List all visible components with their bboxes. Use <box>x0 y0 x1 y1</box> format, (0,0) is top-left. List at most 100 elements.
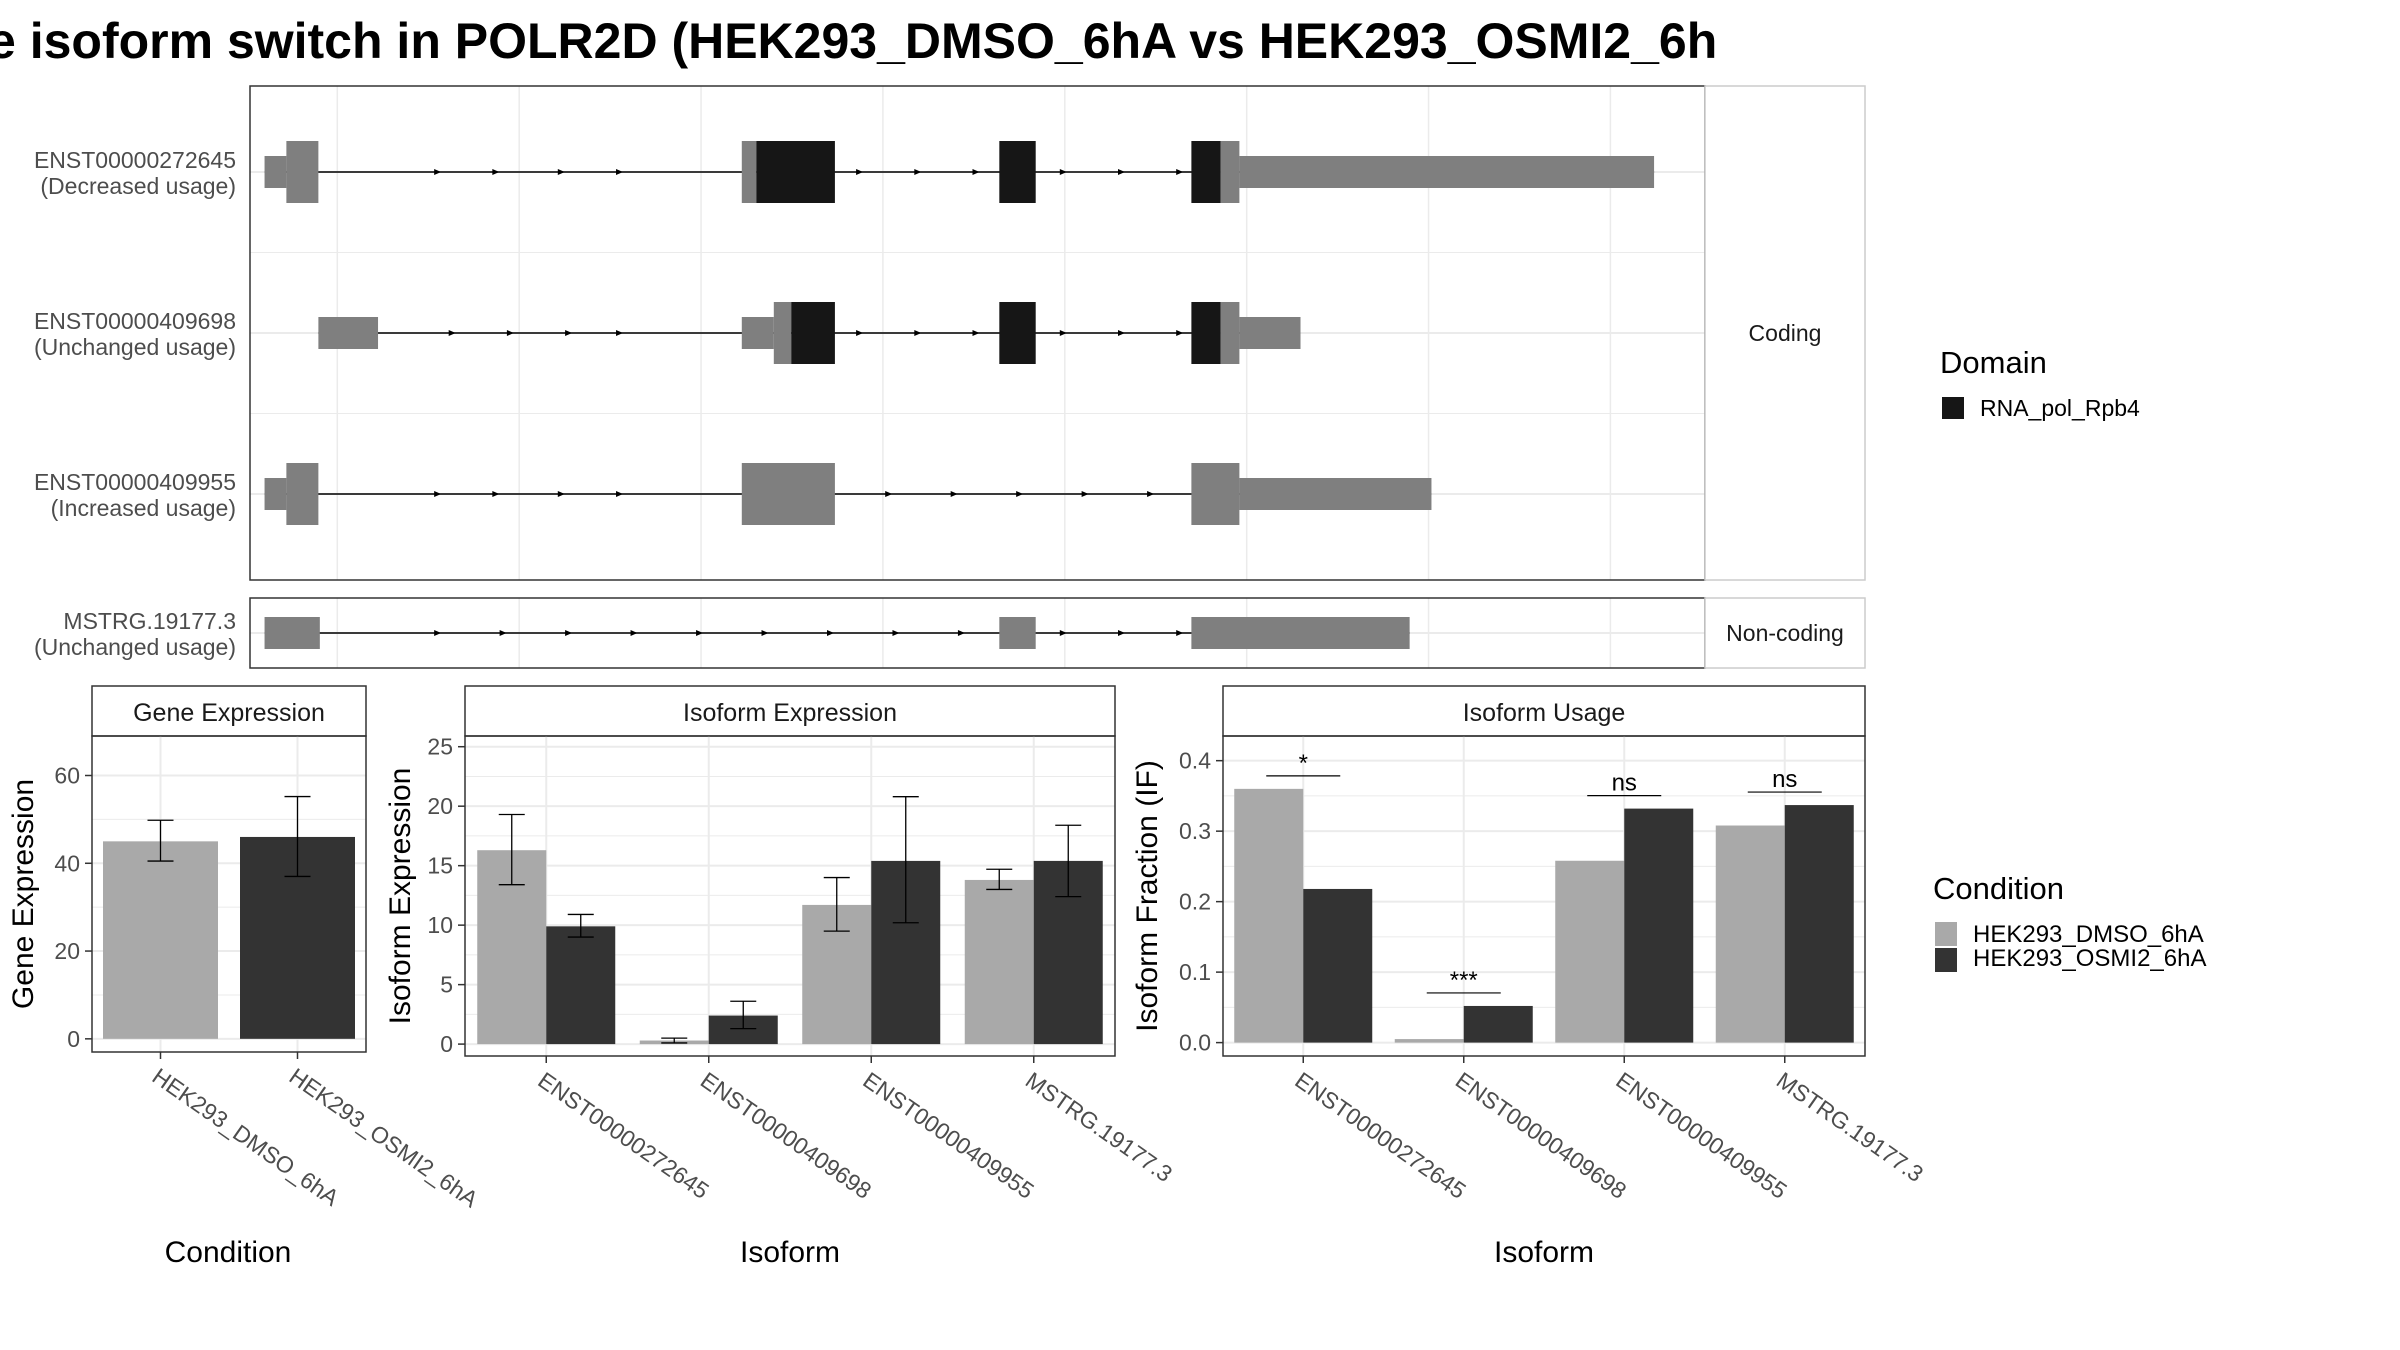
y-tick-label: 0.4 <box>1179 748 1211 774</box>
bar-chart-panel-border <box>1222 735 1866 1057</box>
figure-title: e isoform switch in POLR2D (HEK293_DMSO_… <box>0 13 1717 69</box>
intron-arrow <box>1118 169 1125 175</box>
bar <box>1624 808 1694 1043</box>
exon-segment <box>286 141 319 203</box>
y-tick-label: 0.0 <box>1179 1030 1211 1056</box>
intron-arrow <box>696 630 704 636</box>
bar-chart-panel-border <box>464 735 1116 1057</box>
intron-arrow <box>1081 491 1089 497</box>
significance-label: ns <box>1612 770 1637 797</box>
exon-segment <box>741 463 835 525</box>
intron-arrow <box>1118 630 1125 636</box>
x-axis-label: Isoform <box>740 1236 840 1269</box>
intron-arrow <box>892 630 900 636</box>
exon-segment <box>1239 478 1432 510</box>
intron-arrow <box>827 630 834 636</box>
y-axis-label: Isoform Expression <box>384 768 417 1025</box>
y-tick-label: 0.1 <box>1179 959 1211 985</box>
transcript-id-label: MSTRG.19177.3 <box>63 608 236 634</box>
domain-segment <box>1191 302 1221 364</box>
bar-chart-title: Isoform Usage <box>1463 699 1626 727</box>
bar <box>1394 1039 1464 1043</box>
intron-arrow <box>434 630 442 636</box>
transcript-structure-plot: ENST00000272645(Decreased usage) ENST0000… <box>34 85 1866 669</box>
intron-arrow <box>950 491 958 497</box>
domain-legend-key <box>1942 397 1964 419</box>
intron-arrow <box>434 169 442 175</box>
transcript-usage-label: (Increased usage) <box>51 495 236 521</box>
exon-segment <box>1239 317 1301 349</box>
bar <box>1463 1005 1533 1043</box>
bar-chart-title: Isoform Expression <box>683 699 897 727</box>
intron-arrow <box>492 491 500 497</box>
exon-segment <box>741 317 774 349</box>
intron-arrow <box>1147 491 1155 497</box>
intron-arrow <box>1176 169 1184 175</box>
y-tick-label: 20 <box>54 938 80 964</box>
exon-segment <box>318 317 379 349</box>
exon-segment <box>1239 156 1655 188</box>
intron-arrow <box>914 169 922 175</box>
bar <box>546 926 616 1045</box>
bar <box>103 841 218 1039</box>
y-tick-label: 60 <box>54 763 80 789</box>
bar <box>964 879 1034 1045</box>
condition-legend-title: Condition <box>1933 871 2064 906</box>
y-tick-label: 20 <box>427 793 453 819</box>
transcript-id-label: ENST00000272645 <box>34 147 236 173</box>
y-tick-label: 0.3 <box>1179 818 1211 844</box>
bar <box>1303 888 1373 1043</box>
intron-arrow <box>1176 330 1184 336</box>
intron-arrow <box>499 630 507 636</box>
facet-strip <box>1704 597 1866 669</box>
significance-label: ns <box>1772 766 1797 793</box>
intron-arrow <box>1059 330 1067 336</box>
condition-legend-label: HEK293_OSMI2_6hA <box>1973 945 2206 972</box>
domain-segment <box>1191 141 1221 203</box>
bar-chart-strip <box>464 685 1116 737</box>
facet-strip <box>1704 85 1866 581</box>
x-axis-label: Isoform <box>1494 1236 1594 1269</box>
exon-segment <box>1191 463 1240 525</box>
bar <box>1784 805 1854 1043</box>
y-tick-label: 0 <box>440 1031 453 1057</box>
exon-segment <box>741 141 757 203</box>
bar <box>1234 788 1304 1043</box>
domain-segment <box>791 302 835 364</box>
transcript-usage-label: (Unchanged usage) <box>34 334 236 360</box>
intron-arrow <box>616 169 624 175</box>
y-tick-label: 25 <box>427 734 453 760</box>
significance-label: *** <box>1450 967 1478 994</box>
bar <box>1555 860 1625 1043</box>
intron-arrow <box>885 491 893 497</box>
intron-arrow <box>565 330 573 336</box>
y-axis-label: Gene Expression <box>7 779 40 1009</box>
domain-legend-title: Domain <box>1940 345 2047 380</box>
intron-arrow <box>616 491 624 497</box>
y-tick-label: 10 <box>427 912 453 938</box>
y-axis-label: Isoform Fraction (IF) <box>1131 760 1164 1032</box>
intron-arrow <box>448 330 456 336</box>
facet-strip-label: Non-coding <box>1726 620 1844 646</box>
intron-arrow <box>557 169 565 175</box>
intron-arrow <box>914 330 922 336</box>
domain-legend: Domain RNA_pol_Rpb4 <box>1940 345 2140 421</box>
intron-arrow <box>1118 330 1125 336</box>
transcript-id-label: ENST00000409955 <box>34 469 236 495</box>
exon-segment <box>264 156 287 188</box>
bar-chart-panel-border <box>91 735 367 1053</box>
intron-arrow <box>957 630 965 636</box>
intron-arrow <box>761 630 769 636</box>
intron-arrow <box>616 330 624 336</box>
y-tick-label: 0.2 <box>1179 889 1211 915</box>
condition-legend-label: HEK293_DMSO_6hA <box>1973 921 2204 948</box>
intron-arrow <box>1059 630 1067 636</box>
intron-arrow <box>506 330 514 336</box>
exon-segment <box>999 617 1036 649</box>
exon-segment <box>1191 617 1410 649</box>
intron-arrow <box>1016 491 1024 497</box>
y-tick-label: 5 <box>440 972 453 998</box>
facet-strip-label: Coding <box>1749 320 1822 346</box>
intron-arrow <box>557 491 565 497</box>
